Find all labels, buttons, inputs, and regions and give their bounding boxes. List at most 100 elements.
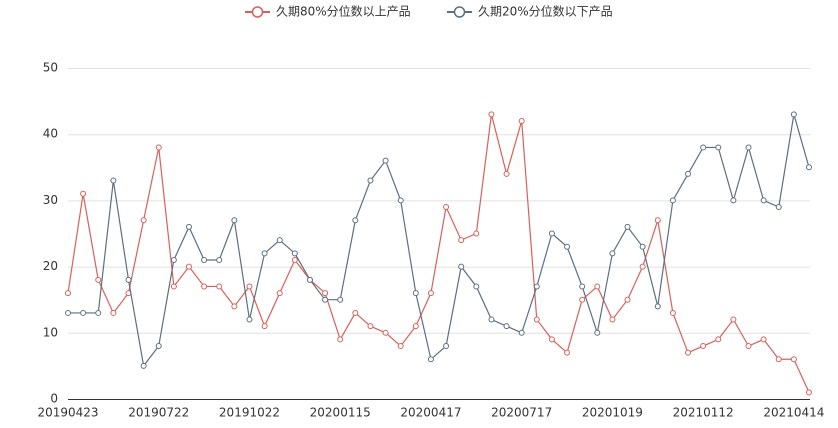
data-point — [503, 170, 510, 177]
data-point — [216, 256, 223, 263]
y-tick-label: 30 — [43, 193, 58, 207]
data-point — [488, 111, 495, 118]
x-tick-label: 20200417 — [400, 406, 461, 420]
data-point — [322, 290, 329, 297]
data-point — [170, 283, 177, 290]
data-point — [140, 362, 147, 369]
data-point — [231, 303, 238, 310]
data-point — [473, 283, 480, 290]
y-tick-label: 50 — [43, 61, 58, 75]
data-point — [155, 343, 162, 350]
legend-label: 久期80%分位数以上产品 — [276, 4, 411, 19]
data-point — [337, 296, 344, 303]
data-point — [564, 243, 571, 250]
data-point — [503, 323, 510, 330]
data-point — [669, 309, 676, 316]
data-point — [276, 290, 283, 297]
data-point — [790, 111, 797, 118]
data-point — [579, 283, 586, 290]
data-point — [609, 250, 616, 257]
data-point — [624, 296, 631, 303]
data-point — [427, 290, 434, 297]
data-point — [639, 263, 646, 270]
data-point — [775, 356, 782, 363]
data-point — [564, 349, 571, 356]
data-point — [518, 329, 525, 336]
data-point — [201, 283, 208, 290]
legend-item[interactable]: 久期20%分位数以下产品 — [447, 4, 613, 19]
data-point — [382, 157, 389, 164]
data-point — [170, 256, 177, 263]
data-point — [654, 217, 661, 224]
data-point — [352, 217, 359, 224]
data-point — [745, 144, 752, 151]
data-point — [443, 204, 450, 211]
data-point — [579, 296, 586, 303]
data-point — [594, 329, 601, 336]
data-point — [65, 290, 71, 297]
data-point — [95, 276, 102, 283]
x-tick-label: 20200717 — [491, 406, 552, 420]
data-point — [185, 223, 192, 230]
legend-label: 久期20%分位数以下产品 — [478, 4, 613, 19]
data-point — [443, 343, 450, 350]
data-point — [337, 336, 344, 343]
data-point — [80, 309, 87, 316]
data-point — [352, 309, 359, 316]
data-point — [397, 343, 404, 350]
data-point — [473, 230, 480, 237]
data-point — [185, 263, 192, 270]
data-point — [806, 164, 812, 171]
data-point — [745, 343, 752, 350]
data-point — [95, 309, 102, 316]
data-point — [594, 283, 601, 290]
legend-icon-marker — [251, 6, 264, 18]
data-point — [548, 336, 555, 343]
data-point — [669, 197, 676, 204]
data-point — [624, 223, 631, 230]
x-tick-label: 20210112 — [673, 406, 734, 420]
data-point — [639, 243, 646, 250]
data-point — [216, 283, 223, 290]
data-point — [246, 283, 253, 290]
x-tick-label: 20200115 — [310, 406, 371, 420]
data-point — [518, 117, 525, 124]
data-point — [80, 190, 87, 197]
data-point — [654, 303, 661, 310]
data-point — [685, 349, 692, 356]
data-point — [322, 296, 329, 303]
data-point — [548, 230, 555, 237]
y-tick-label: 40 — [43, 127, 58, 141]
data-point — [458, 263, 465, 270]
data-point — [609, 316, 616, 323]
data-point — [367, 323, 374, 330]
data-point — [246, 316, 253, 323]
data-point — [412, 323, 419, 330]
data-point — [231, 217, 238, 224]
data-point — [261, 250, 268, 257]
x-tick-label: 20190423 — [37, 406, 98, 420]
data-point — [760, 336, 767, 343]
data-point — [685, 170, 692, 177]
data-point — [715, 336, 722, 343]
data-point — [715, 144, 722, 151]
y-tick-label: 20 — [43, 259, 58, 273]
data-point — [533, 283, 540, 290]
series-line — [68, 114, 810, 368]
data-point — [125, 276, 132, 283]
data-point — [397, 197, 404, 204]
data-point — [110, 177, 117, 184]
data-point — [140, 217, 147, 224]
data-point — [276, 237, 283, 244]
data-point — [291, 256, 298, 263]
y-tick-label: 0 — [50, 392, 58, 406]
data-point — [382, 329, 389, 336]
legend-item[interactable]: 久期80%分位数以上产品 — [245, 4, 411, 19]
data-point — [367, 177, 374, 184]
data-point — [261, 323, 268, 330]
legend-icon-marker — [453, 6, 466, 18]
data-point — [488, 316, 495, 323]
data-point — [790, 356, 797, 363]
